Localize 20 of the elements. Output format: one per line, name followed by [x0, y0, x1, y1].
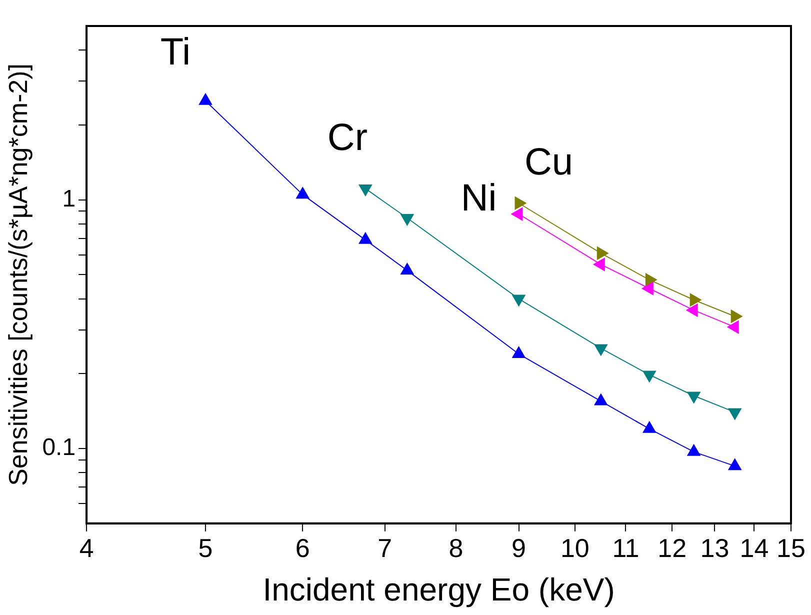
x-tick-label: 10 — [560, 533, 590, 564]
y-tick-label: 1 — [62, 185, 76, 212]
y-tick-label: 0.1 — [42, 434, 76, 462]
x-tick-label: 11 — [612, 533, 640, 564]
y-axis-title: Sensitivities [counts/(s*µA*ng*cm-2)] — [2, 63, 33, 486]
series-label: Cr — [327, 117, 368, 160]
x-axis-title: Incident energy Eo (keV) — [262, 572, 615, 608]
series-label: Cu — [524, 142, 574, 184]
x-tick-label: 12 — [658, 533, 687, 564]
x-tick-label: 5 — [198, 533, 213, 564]
x-tick-label: 14 — [740, 533, 769, 564]
x-tick-label: 8 — [448, 533, 464, 564]
x-tick-label: 4 — [79, 533, 94, 564]
x-tick-label: 9 — [512, 533, 526, 564]
series-label: Ni — [460, 177, 497, 220]
series-label: Ti — [160, 31, 191, 74]
x-tick-label: 13 — [700, 533, 730, 564]
x-tick-label: 7 — [378, 533, 392, 564]
x-tick-label: 15 — [776, 533, 806, 564]
x-tick-label: 6 — [295, 533, 310, 564]
